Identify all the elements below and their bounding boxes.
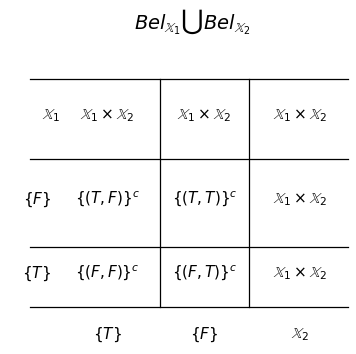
Text: $Bel_{\mathbb{X}_1} \bigcup Bel_{\mathbb{X}_2}$: $Bel_{\mathbb{X}_1} \bigcup Bel_{\mathbb… [134, 8, 250, 37]
Text: $\{T\}$: $\{T\}$ [22, 264, 51, 283]
Text: $\{F\}$: $\{F\}$ [22, 190, 51, 209]
Text: $\mathbb{X}_1 \times \mathbb{X}_2$: $\mathbb{X}_1 \times \mathbb{X}_2$ [273, 107, 327, 124]
Text: $\mathbb{X}_1 \times \mathbb{X}_2$: $\mathbb{X}_1 \times \mathbb{X}_2$ [177, 107, 231, 124]
Text: $\left\{(F,T)\right\}^c$: $\left\{(F,T)\right\}^c$ [172, 264, 237, 283]
Text: $\mathbb{X}_1 \times \mathbb{X}_2$: $\mathbb{X}_1 \times \mathbb{X}_2$ [80, 107, 135, 124]
Text: $\{T\}$: $\{T\}$ [93, 326, 122, 344]
Text: $\mathbb{X}_2$: $\mathbb{X}_2$ [291, 327, 309, 343]
Text: $\{F\}$: $\{F\}$ [190, 326, 219, 344]
Text: $\left\{(T,T)\right\}^c$: $\left\{(T,T)\right\}^c$ [172, 190, 237, 209]
Text: $\mathbb{X}_1 \times \mathbb{X}_2$: $\mathbb{X}_1 \times \mathbb{X}_2$ [273, 265, 327, 282]
Text: $\left\{(F,F)\right\}^c$: $\left\{(F,F)\right\}^c$ [75, 264, 140, 283]
Text: $\left\{(T,F)\right\}^c$: $\left\{(T,F)\right\}^c$ [75, 190, 140, 209]
Text: $\mathbb{X}_1$: $\mathbb{X}_1$ [42, 107, 60, 124]
Text: $\mathbb{X}_1 \times \mathbb{X}_2$: $\mathbb{X}_1 \times \mathbb{X}_2$ [273, 192, 327, 208]
